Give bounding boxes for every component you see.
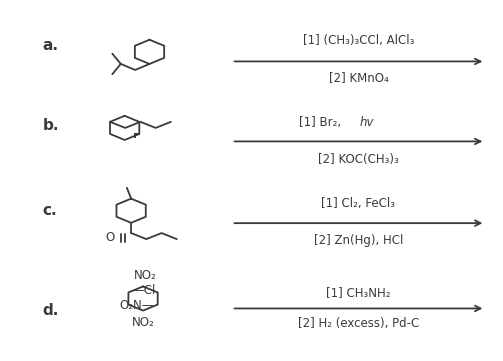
Text: [1] (CH₃)₃CCl, AlCl₃: [1] (CH₃)₃CCl, AlCl₃ — [303, 34, 414, 47]
Text: [2] KOC(CH₃)₃: [2] KOC(CH₃)₃ — [318, 153, 399, 166]
Text: a.: a. — [43, 38, 58, 53]
Text: hv: hv — [360, 116, 374, 129]
Text: [2] H₂ (excess), Pd-C: [2] H₂ (excess), Pd-C — [298, 317, 419, 330]
Text: [2] Zn(Hg), HCl: [2] Zn(Hg), HCl — [314, 234, 403, 247]
Text: b.: b. — [43, 118, 59, 133]
Text: NO₂: NO₂ — [134, 269, 157, 282]
Text: [1] CH₃NH₂: [1] CH₃NH₂ — [326, 286, 391, 299]
Text: d.: d. — [43, 303, 59, 318]
Text: O: O — [105, 231, 115, 244]
Text: O₂N—: O₂N— — [119, 299, 153, 312]
Text: [1] Cl₂, FeCl₃: [1] Cl₂, FeCl₃ — [321, 197, 395, 210]
Text: c.: c. — [43, 203, 57, 218]
Text: —Cl: —Cl — [133, 284, 156, 297]
Text: [2] KMnO₄: [2] KMnO₄ — [328, 71, 388, 84]
Text: NO₂: NO₂ — [132, 316, 154, 329]
Text: [1] Br₂,: [1] Br₂, — [299, 116, 345, 129]
